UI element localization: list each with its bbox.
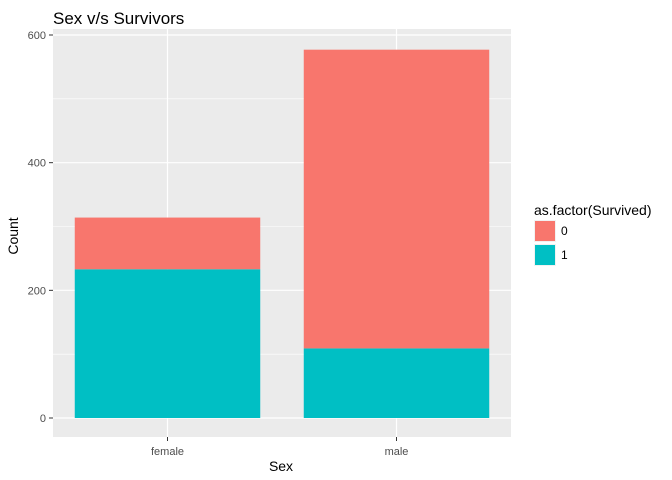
- bar-female-survived-1: [74, 269, 261, 418]
- bar-male-survived-0: [303, 49, 490, 349]
- y-tick-label: 400: [28, 158, 46, 170]
- chart-title: Sex v/s Survivors: [53, 9, 184, 28]
- legend: as.factor(Survived) 0 1: [534, 202, 651, 266]
- legend-title: as.factor(Survived): [534, 202, 651, 218]
- y-axis-title: Count: [5, 217, 21, 254]
- legend-swatch-0: [535, 221, 555, 241]
- y-tick-label: 200: [28, 285, 46, 297]
- y-tick-label: 0: [40, 413, 46, 425]
- y-tick-label: 600: [28, 30, 46, 42]
- legend-swatch-1: [535, 245, 555, 265]
- legend-label-1: 1: [561, 248, 568, 262]
- y-axis: 0 200 400 600: [28, 30, 53, 425]
- bar-male-survived-1: [303, 348, 490, 418]
- bar-female-survived-0: [74, 217, 261, 270]
- x-axis-title: Sex: [269, 458, 293, 474]
- x-tick-label: female: [151, 446, 184, 458]
- legend-label-0: 0: [561, 224, 568, 238]
- x-tick-label: male: [385, 446, 409, 458]
- x-axis: female male: [151, 437, 408, 458]
- bars: [74, 49, 490, 418]
